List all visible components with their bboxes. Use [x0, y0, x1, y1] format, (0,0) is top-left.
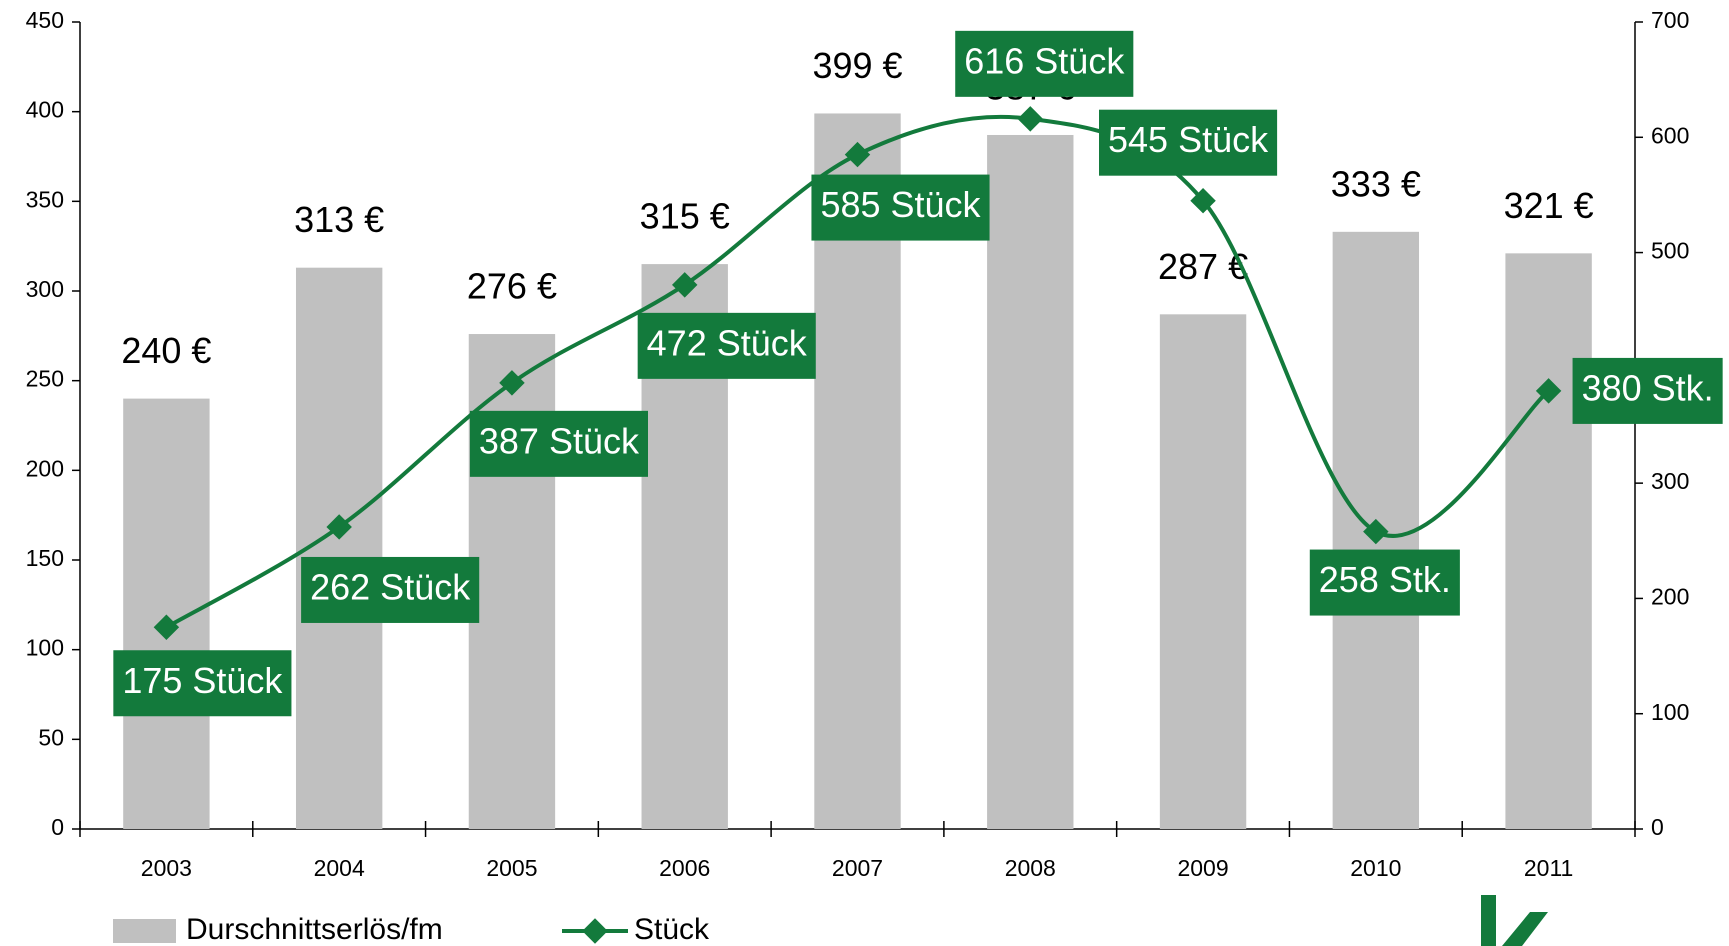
legend-label: Durschnittserlös/fm: [186, 913, 443, 946]
line-value-text: 380 Stk.: [1582, 367, 1714, 408]
line-value-label: 262 Stück: [301, 556, 480, 623]
marker: [844, 141, 871, 168]
x-tick-label: 2003: [141, 855, 192, 881]
legend-label: Stück: [634, 913, 710, 946]
label-box: [637, 312, 816, 379]
line-value-label: 616 Stück: [955, 30, 1134, 97]
y2-tick-label: 100: [1651, 699, 1689, 725]
line-value-label: 258 Stk.: [1309, 549, 1460, 616]
bar: [1159, 314, 1247, 829]
label-box: [955, 30, 1134, 97]
line: [165, 114, 1550, 629]
line-value-label: 175 Stück: [113, 650, 292, 717]
y2-tick-label: 600: [1651, 122, 1689, 148]
marker: [671, 272, 698, 298]
y-tick-label: 0: [51, 814, 64, 840]
line-value-text: 616 Stück: [964, 40, 1125, 81]
x-tick-label: 2009: [1177, 855, 1228, 881]
y2-tick-label: 500: [1651, 238, 1689, 264]
line-value-text: 258 Stk.: [1319, 559, 1451, 600]
line-value-label: 545 Stück: [1099, 109, 1278, 176]
label-box: [469, 410, 648, 477]
bar-value-label: 333 €: [1331, 163, 1421, 204]
line-value-text: 585 Stück: [820, 184, 981, 225]
x-tick-label: 2005: [486, 855, 537, 881]
y-tick-label: 50: [38, 724, 64, 750]
x-tick-label: 2008: [1005, 855, 1056, 881]
legend-marker: [582, 918, 608, 944]
y-tick-label: 300: [26, 276, 64, 302]
label-box: [1099, 109, 1278, 176]
line-value-text: 472 Stück: [647, 322, 808, 363]
line-value-label: 472 Stück: [637, 312, 816, 379]
x-tick-label: 2004: [314, 855, 365, 881]
bar: [1505, 253, 1592, 830]
label-box: [1572, 357, 1723, 424]
label-box: [811, 174, 990, 241]
x-tick-label: 2011: [1524, 855, 1573, 881]
bar: [123, 398, 210, 829]
y-tick-label: 250: [26, 366, 64, 392]
bar-value-label: 321 €: [1504, 185, 1594, 226]
bar-value-label: 276 €: [467, 266, 557, 307]
y-tick-label: 400: [26, 97, 64, 123]
x-tick-label: 2010: [1350, 855, 1401, 881]
line-value-text: 387 Stück: [479, 420, 640, 461]
label-box: [1309, 549, 1460, 616]
y2-tick-label: 300: [1651, 468, 1689, 494]
y2-tick-label: 200: [1651, 584, 1689, 610]
line-value-text: 262 Stück: [310, 566, 471, 607]
bar-value-label: 399 €: [812, 45, 902, 86]
marker: [326, 514, 352, 540]
y-tick-label: 150: [26, 545, 64, 571]
bar: [987, 134, 1074, 830]
line-value-text: 175 Stück: [122, 660, 283, 701]
x-tick-label: 2006: [659, 855, 710, 881]
line-value-text: 545 Stück: [1108, 119, 1269, 160]
y-tick-label: 350: [26, 186, 64, 212]
y2-tick-label: 0: [1651, 814, 1664, 840]
y-tick-label: 100: [26, 635, 64, 661]
bar-value-label: 313 €: [294, 199, 384, 240]
legend-swatch: [113, 919, 176, 943]
marker: [153, 614, 180, 640]
line-value-label: 585 Stück: [811, 174, 990, 241]
line-value-label: 387 Stück: [469, 410, 648, 477]
marker: [1017, 106, 1044, 132]
logo: [1481, 895, 1548, 946]
marker: [499, 370, 525, 396]
bar-value-label: 240 €: [121, 330, 211, 371]
bar-value-label: 315 €: [640, 196, 730, 237]
y2-tick-label: 700: [1651, 7, 1689, 33]
line-value-label: 380 Stk.: [1572, 357, 1723, 424]
label-box: [301, 556, 480, 623]
label-box: [113, 650, 292, 717]
x-tick-label: 2007: [832, 855, 883, 881]
y-tick-label: 450: [26, 7, 64, 33]
y-tick-label: 200: [26, 455, 64, 481]
